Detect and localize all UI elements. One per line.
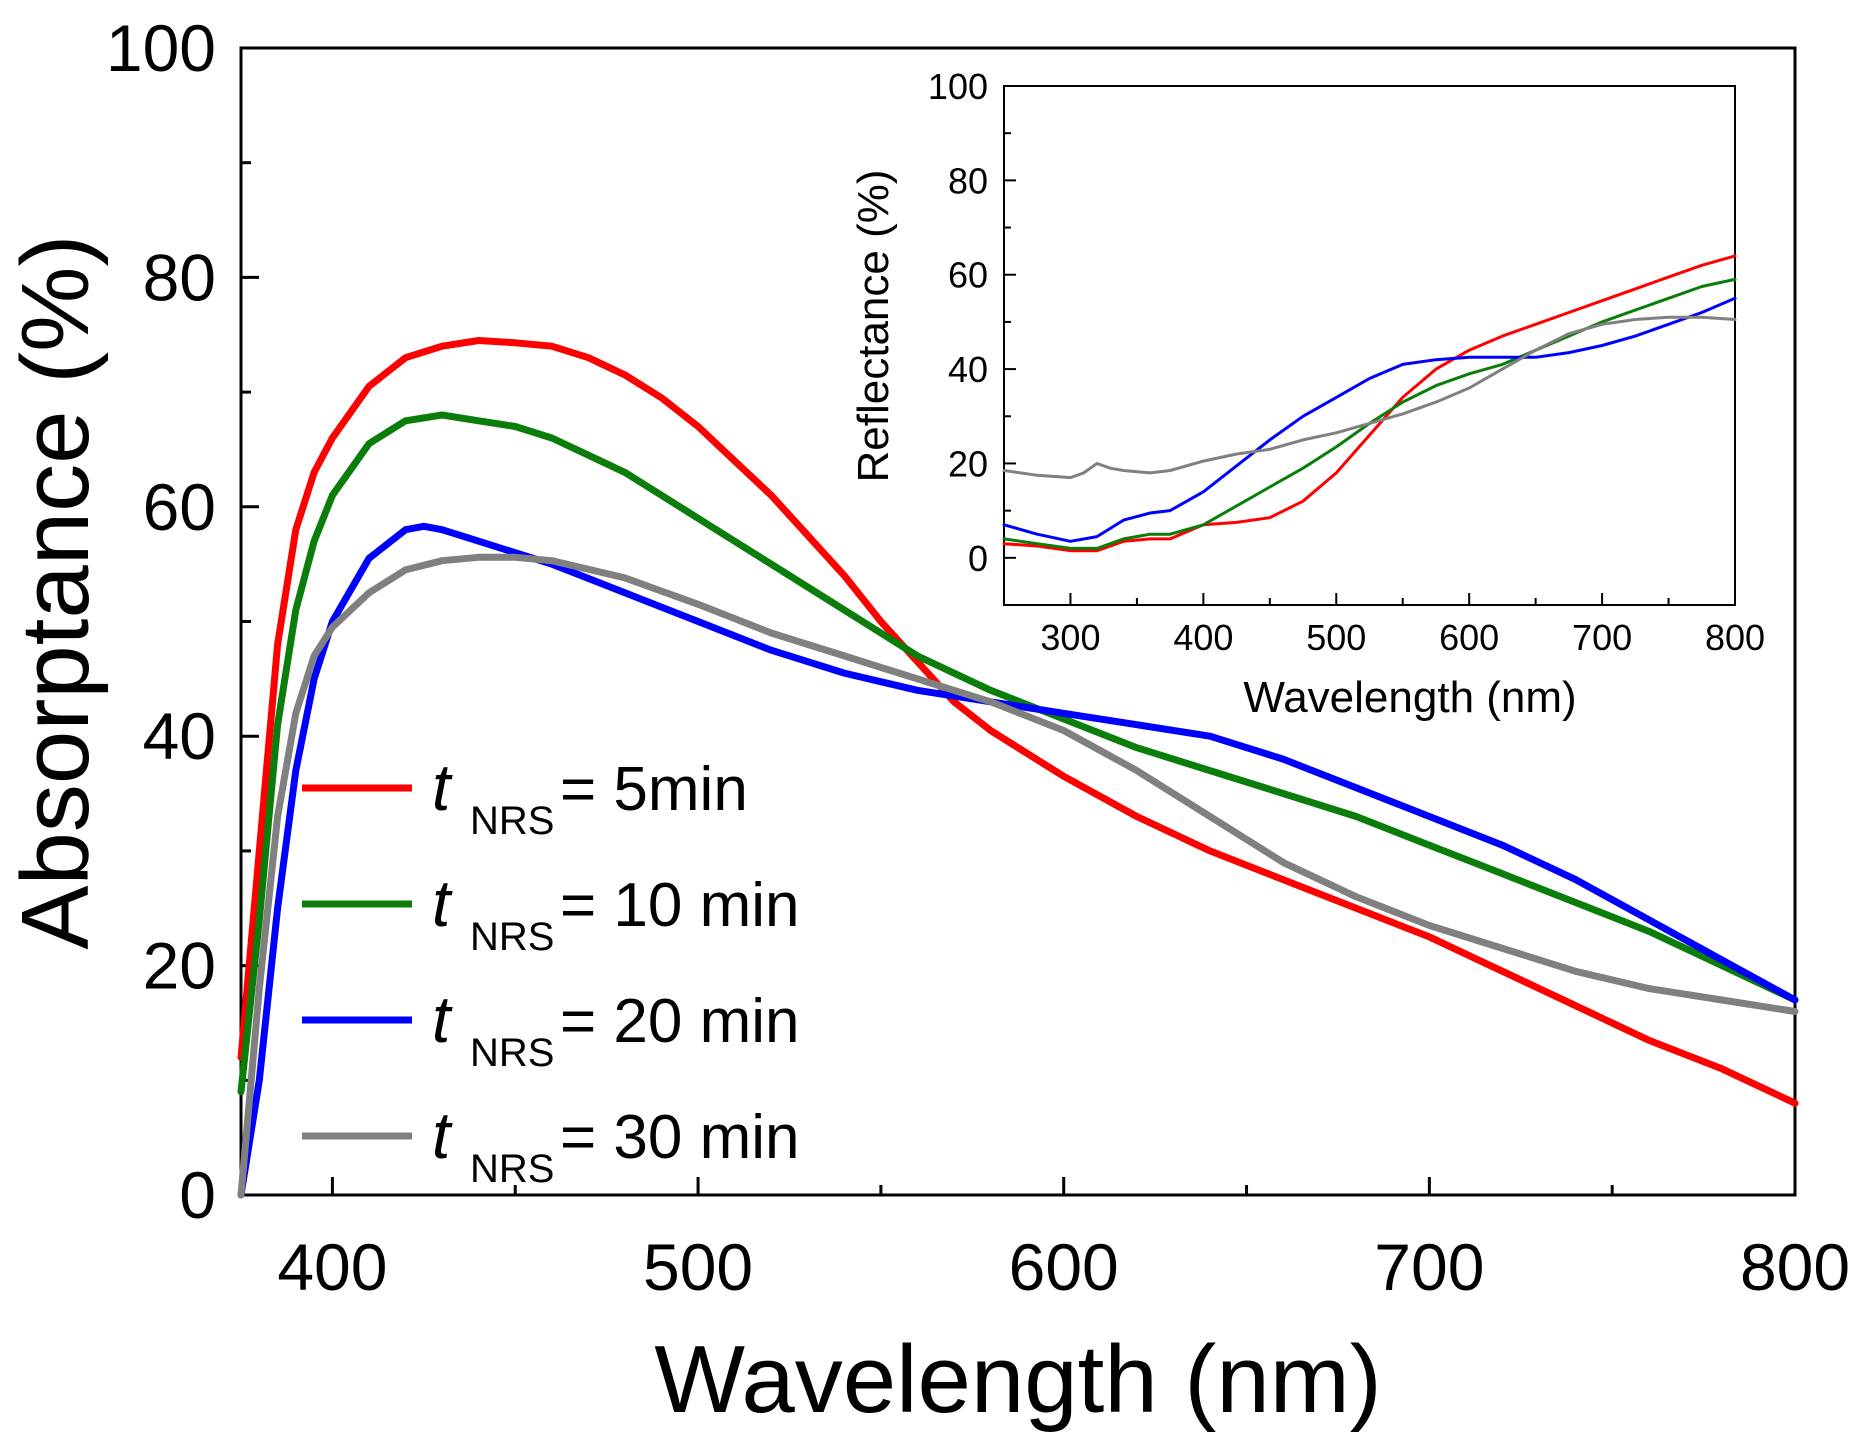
inset-series-line-3 (1002, 296, 1737, 543)
inset-y-tick-label: 80 (948, 160, 988, 201)
inset-x-tick-label: 700 (1572, 617, 1632, 658)
main-x-tick-label: 800 (1740, 1230, 1850, 1304)
inset-y-tick-label: 20 (948, 443, 988, 484)
inset-y-tick-label: 0 (968, 538, 988, 579)
legend-label-4: = 30 min (560, 1103, 800, 1172)
inset-series-line-2 (1002, 277, 1737, 550)
legend-label-1: = 5min (560, 755, 748, 824)
legend-label-3: = 20 min (560, 987, 800, 1056)
legend-t-symbol: t (432, 866, 453, 940)
main-x-tick-label: 600 (1009, 1230, 1119, 1304)
main-series-line-4 (237, 553, 1799, 1199)
legend-subscript: NRS (470, 1147, 554, 1191)
inset-y-axis-label: Reflectance (%) (849, 169, 898, 482)
main-y-tick-label: 80 (143, 240, 216, 314)
main-series-line-3 (237, 522, 1799, 1199)
legend-subscript: NRS (470, 1031, 554, 1075)
main-series-line-1 (237, 337, 1799, 1107)
main-x-tick-label: 700 (1374, 1230, 1484, 1304)
main-x-axis-label: Wavelength (nm) (654, 1326, 1381, 1433)
main-series-group (237, 337, 1799, 1199)
inset-x-tick-label: 400 (1173, 617, 1233, 658)
inset-y-tick-label: 40 (948, 349, 988, 390)
inset-series-line-4 (1002, 315, 1737, 480)
reflectance-inset: 300 400 500 600 700 800 0 20 40 60 80 100 (928, 66, 1765, 658)
inset-y-tick-label: 100 (928, 66, 988, 107)
main-y-axis-label: Absorptance (%) (2, 235, 109, 950)
legend-t-symbol: t (432, 1098, 453, 1172)
main-y-tick-label: 20 (143, 929, 216, 1003)
legend-t-symbol: t (432, 982, 453, 1056)
main-series-line-2 (237, 411, 1799, 1096)
main-y-tick-label: 100 (106, 11, 216, 85)
inset-x-tick-label: 600 (1439, 617, 1499, 658)
legend-subscript: NRS (470, 799, 554, 843)
main-y-tick-label: 0 (179, 1158, 216, 1232)
legend-label-2: = 10 min (560, 871, 800, 940)
inset-x-axis-label: Wavelength (nm) (1243, 673, 1576, 722)
main-y-tick-label: 40 (143, 699, 216, 773)
main-x-tick-label: 400 (277, 1230, 387, 1304)
main-x-tick-label: 500 (643, 1230, 753, 1304)
inset-x-tick-label: 500 (1306, 617, 1366, 658)
inset-y-tick-label: 60 (948, 255, 988, 296)
legend-t-symbol: t (432, 750, 453, 824)
main-y-tick-label: 60 (143, 470, 216, 544)
inset-series-line-1 (1002, 254, 1737, 553)
legend-subscript: NRS (470, 915, 554, 959)
inset-x-tick-label: 300 (1040, 617, 1100, 658)
inset-x-tick-label: 800 (1705, 617, 1765, 658)
